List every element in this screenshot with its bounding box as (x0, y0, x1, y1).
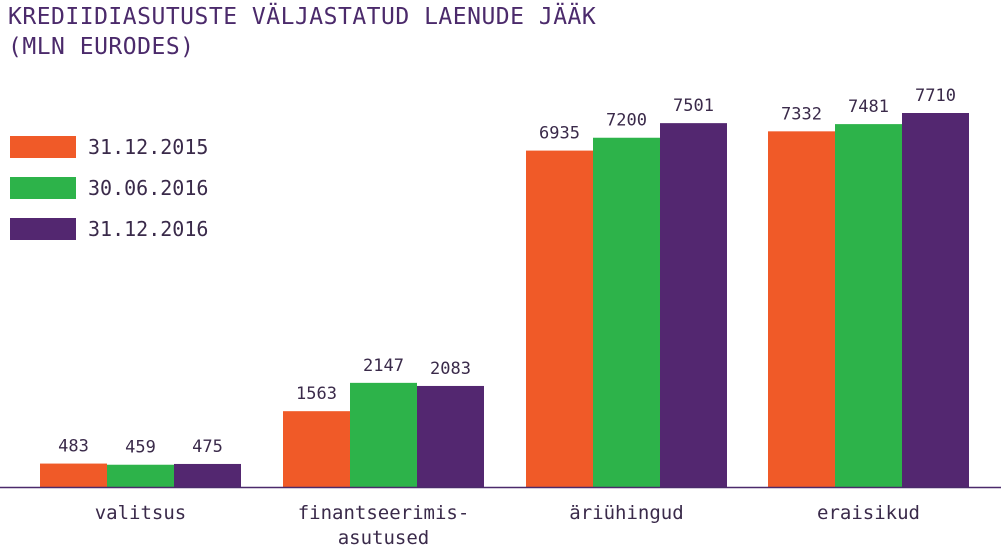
bar-1-series-2 (107, 464, 174, 487)
category-label-4: eraisikud (817, 502, 920, 524)
data-label-2-series-2: 2147 (363, 356, 404, 376)
data-label-2-series-1: 1563 (296, 384, 337, 404)
legend: 31.12.2015 30.06.2016 31.12.2016 (10, 126, 208, 249)
bar-4-series-1 (768, 131, 835, 487)
legend-label-series-3: 31.12.2016 (88, 216, 209, 241)
bar-2-series-1 (283, 411, 350, 487)
data-label-3-series-1: 6935 (539, 124, 580, 144)
data-label-3-series-2: 7200 (606, 111, 647, 131)
legend-swatch-series-1 (10, 135, 76, 158)
chart-title-line-1: KREDIIDIASUTUSTE VÄLJASTATUD LAENUDE JÄÄ… (8, 4, 597, 30)
legend-swatch-series-2 (10, 176, 76, 199)
legend-label-series-1: 31.12.2015 (88, 134, 209, 159)
category-label-1: valitsus (95, 502, 187, 524)
category-label-2-line-2: asutused (338, 527, 430, 548)
bar-3-series-1 (526, 150, 593, 487)
data-label-2-series-3: 2083 (430, 359, 471, 379)
legend-item-series-1: 31.12.2015 (10, 126, 208, 167)
legend-item-series-3: 31.12.2016 (10, 208, 208, 249)
bar-1-series-3 (174, 463, 241, 487)
bar-1-series-1 (40, 463, 107, 487)
data-label-3-series-3: 7501 (673, 96, 714, 116)
data-label-1-series-2: 459 (125, 438, 156, 458)
chart-title-line-2: (MLN EURODES) (8, 34, 195, 60)
legend-swatch-series-3 (10, 217, 76, 240)
legend-label-series-2: 30.06.2016 (88, 175, 209, 200)
data-label-4-series-2: 7481 (848, 97, 889, 117)
bar-2-series-2 (350, 382, 417, 487)
category-label-3: äriühingud (569, 502, 683, 524)
data-label-1-series-3: 475 (192, 437, 223, 457)
bar-3-series-2 (593, 137, 660, 487)
legend-item-series-2: 30.06.2016 (10, 167, 208, 208)
bar-4-series-3 (902, 113, 969, 487)
category-label-2-line-1: finantseerimis- (298, 502, 470, 524)
bar-3-series-3 (660, 123, 727, 488)
data-label-4-series-1: 7332 (781, 104, 822, 124)
chart-title: KREDIIDIASUTUSTE VÄLJASTATUD LAENUDE JÄÄ… (8, 2, 596, 62)
bar-4-series-2 (835, 124, 902, 487)
data-label-1-series-1: 483 (58, 437, 89, 457)
data-label-4-series-3: 7710 (915, 86, 956, 106)
bar-2-series-3 (417, 385, 484, 487)
